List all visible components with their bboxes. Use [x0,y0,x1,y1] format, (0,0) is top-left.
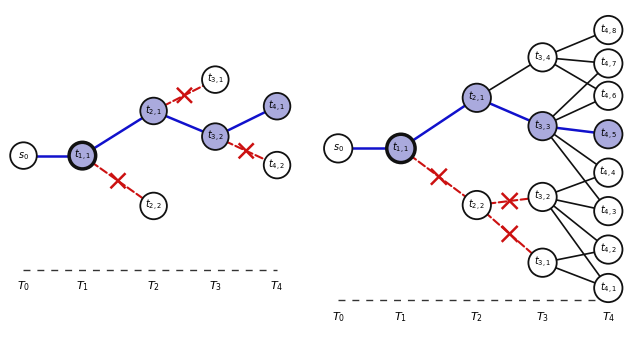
Circle shape [594,274,623,302]
Text: $t_{4,2}$: $t_{4,2}$ [268,157,285,173]
Text: $T_4$: $T_4$ [602,310,615,324]
Text: $T_1$: $T_1$ [76,279,89,293]
Text: $t_{2,2}$: $t_{2,2}$ [468,198,485,212]
Circle shape [463,191,491,219]
Text: $T_3$: $T_3$ [536,310,549,324]
Text: $t_{4,4}$: $t_{4,4}$ [600,165,617,180]
Circle shape [69,142,95,169]
Circle shape [594,49,623,78]
Circle shape [10,142,36,169]
Circle shape [202,66,228,93]
Text: $t_{2,1}$: $t_{2,1}$ [468,90,485,105]
Text: $T_0$: $T_0$ [17,279,30,293]
Text: $t_{3,4}$: $t_{3,4}$ [534,50,552,65]
Text: $T_3$: $T_3$ [209,279,222,293]
Circle shape [594,197,623,225]
Circle shape [594,235,623,264]
Circle shape [264,152,291,179]
Circle shape [202,123,228,150]
Text: $t_{4,7}$: $t_{4,7}$ [600,56,617,71]
Text: $t_{4,2}$: $t_{4,2}$ [600,242,617,257]
Circle shape [529,249,557,277]
Text: $T_2$: $T_2$ [147,279,160,293]
Text: $t_{3,1}$: $t_{3,1}$ [534,255,551,270]
Circle shape [594,158,623,187]
Text: $T_1$: $T_1$ [394,310,408,324]
Circle shape [529,43,557,71]
Text: $t_{3,3}$: $t_{3,3}$ [534,119,551,134]
Circle shape [387,134,415,163]
Text: $T_2$: $T_2$ [470,310,483,324]
Circle shape [594,16,623,44]
Text: $t_{4,6}$: $t_{4,6}$ [600,88,617,103]
Text: $t_{2,1}$: $t_{2,1}$ [145,103,162,119]
Text: $T_4$: $T_4$ [270,279,284,293]
Circle shape [529,112,557,140]
Text: $t_{3,2}$: $t_{3,2}$ [207,129,224,144]
Text: $s_0$: $s_0$ [333,142,344,154]
Text: $t_{2,2}$: $t_{2,2}$ [145,198,162,214]
Text: $s_0$: $s_0$ [18,150,29,162]
Circle shape [324,134,353,163]
Text: $t_{3,1}$: $t_{3,1}$ [207,72,224,87]
Text: $t_{4,8}$: $t_{4,8}$ [600,22,617,38]
Circle shape [594,82,623,110]
Circle shape [463,84,491,112]
Circle shape [140,193,167,219]
Circle shape [594,120,623,148]
Text: $t_{1,1}$: $t_{1,1}$ [392,141,410,156]
Circle shape [264,93,291,120]
Text: $t_{3,2}$: $t_{3,2}$ [534,189,551,204]
Text: $T_0$: $T_0$ [332,310,345,324]
Text: $t_{1,1}$: $t_{1,1}$ [74,148,91,163]
Text: $t_{4,5}$: $t_{4,5}$ [600,127,617,142]
Text: $t_{4,1}$: $t_{4,1}$ [600,280,617,295]
Text: $t_{4,3}$: $t_{4,3}$ [600,204,617,219]
Circle shape [140,98,167,124]
Circle shape [529,183,557,211]
Text: $t_{4,1}$: $t_{4,1}$ [268,99,285,114]
